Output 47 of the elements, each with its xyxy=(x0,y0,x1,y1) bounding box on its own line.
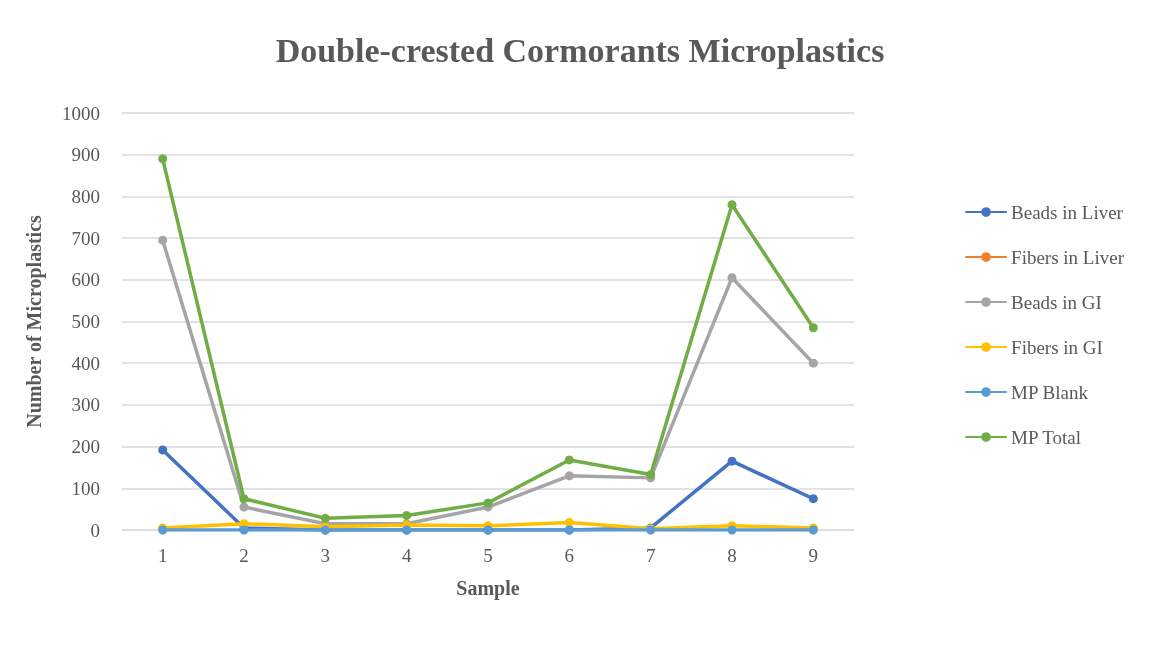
y-tick-label: 200 xyxy=(71,436,100,458)
point xyxy=(402,510,412,520)
point xyxy=(239,494,249,504)
y-tick-label: 100 xyxy=(71,477,100,499)
x-axis-title: Sample xyxy=(456,577,520,600)
point xyxy=(727,456,737,466)
x-tick-label: 3 xyxy=(320,545,331,566)
chart-title: Double-crested Cormorants Microplastics xyxy=(275,31,885,69)
y-tick-label: 300 xyxy=(71,394,100,416)
point xyxy=(808,358,818,368)
point xyxy=(808,494,818,504)
legend-label: MP Blank xyxy=(1011,381,1089,403)
point xyxy=(808,323,818,333)
legend-label: Beads in Liver xyxy=(1011,201,1124,223)
y-tick-label: 0 xyxy=(90,519,100,541)
point xyxy=(564,455,574,465)
point xyxy=(564,471,574,481)
point xyxy=(239,502,249,512)
y-tick-label: 700 xyxy=(71,227,100,249)
legend-label: Beads in GI xyxy=(1011,291,1102,313)
x-tick-label: 7 xyxy=(645,545,656,566)
x-tick-label: 5 xyxy=(483,545,493,566)
point xyxy=(158,235,168,245)
y-tick-label: 500 xyxy=(71,311,100,332)
y-tick-label: 900 xyxy=(71,144,100,166)
y-tick-label: 800 xyxy=(71,185,100,207)
point xyxy=(158,445,168,455)
point xyxy=(727,525,737,535)
y-tick-label: 400 xyxy=(71,352,100,374)
legend-label: Fibers in Liver xyxy=(1011,246,1125,268)
point xyxy=(727,273,737,283)
x-tick-label: 9 xyxy=(808,545,819,566)
y-axis-title: Number of Microplastics xyxy=(23,215,46,428)
y-tick-label: 1000 xyxy=(62,102,100,124)
point xyxy=(727,200,737,210)
point xyxy=(564,518,574,527)
x-tick-label: 4 xyxy=(401,545,412,566)
legend-label: Fibers in GI xyxy=(1011,336,1103,358)
x-tick-label: 6 xyxy=(564,545,575,566)
x-tick-label: 1 xyxy=(157,545,168,566)
point xyxy=(158,154,168,164)
point xyxy=(320,513,330,523)
legend-label: MP Total xyxy=(1011,426,1082,448)
x-tick-label: 2 xyxy=(239,545,249,566)
point xyxy=(483,498,493,508)
x-tick-label: 8 xyxy=(727,545,737,566)
y-tick-label: 600 xyxy=(71,269,100,291)
